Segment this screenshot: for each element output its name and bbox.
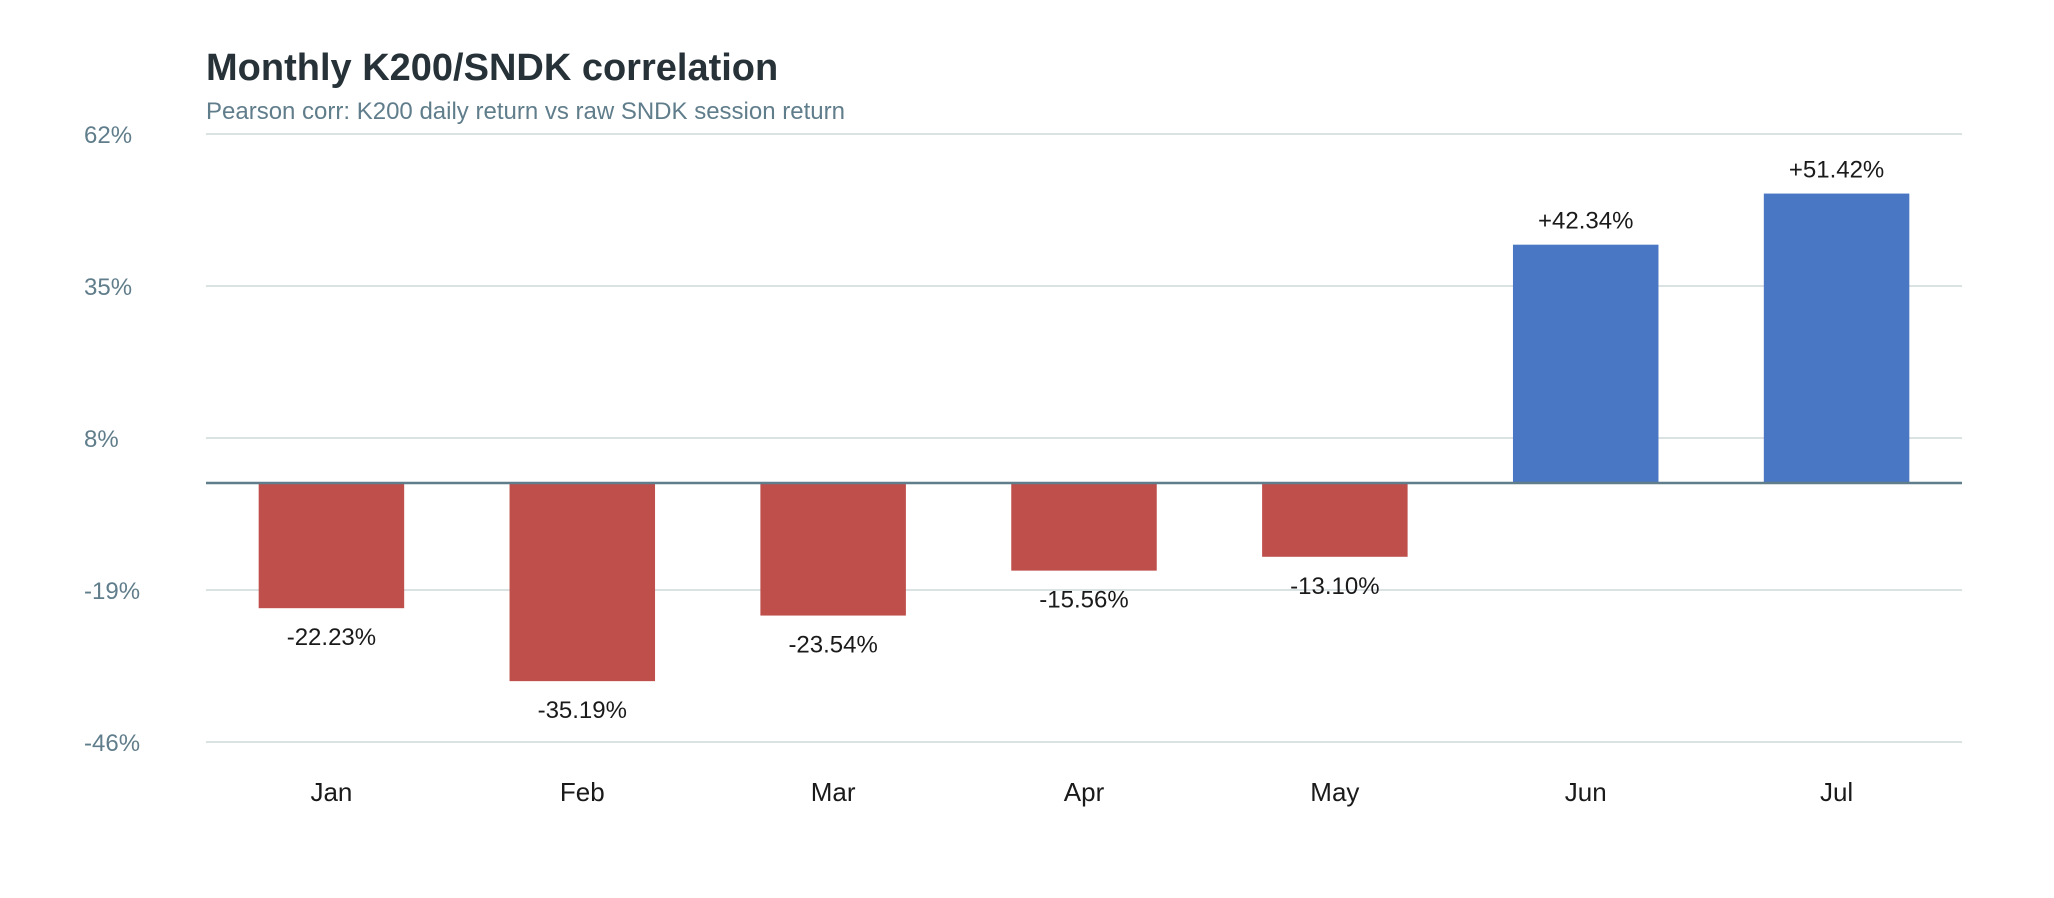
y-tick-label: -46%	[84, 730, 140, 757]
data-label: +42.34%	[1538, 208, 1633, 235]
grid-layer	[206, 133, 1962, 743]
label-layer: 62% 35% 8% -19% -46% -22.23% Jan -35.19% Feb -23.…	[84, 122, 1884, 807]
chart-title: Monthly K200/SNDK correlation	[206, 47, 779, 89]
x-tick-label: Jan	[310, 777, 352, 807]
x-tick-label: Apr	[1064, 777, 1105, 807]
data-label: +51.42%	[1789, 157, 1884, 184]
bar-mar	[760, 483, 906, 616]
bar-may	[1262, 483, 1408, 557]
x-tick-label: Jul	[1820, 777, 1853, 807]
x-tick-label: Mar	[811, 777, 856, 807]
data-label: -15.56%	[1039, 587, 1128, 614]
bar-feb	[509, 483, 656, 682]
x-tick-label: May	[1310, 777, 1359, 807]
data-label: -13.10%	[1290, 573, 1379, 600]
data-label: -35.19%	[538, 697, 627, 724]
y-tick-label: 8%	[84, 426, 119, 453]
bar-jan	[258, 483, 405, 609]
x-tick-label: Jun	[1565, 777, 1607, 807]
data-label: -22.23%	[287, 624, 376, 651]
bar-apr	[1011, 483, 1157, 571]
y-tick-label: -19%	[84, 578, 140, 605]
bar-jun	[1512, 244, 1659, 484]
y-tick-label: 62%	[84, 122, 132, 149]
chart-subtitle: Pearson corr: K200 daily return vs raw S…	[206, 98, 845, 125]
y-tick-label: 35%	[84, 274, 132, 301]
data-label: -23.54%	[788, 632, 877, 659]
bar-jul	[1763, 193, 1910, 484]
x-tick-label: Feb	[560, 777, 605, 807]
bar-layer	[258, 193, 1910, 682]
